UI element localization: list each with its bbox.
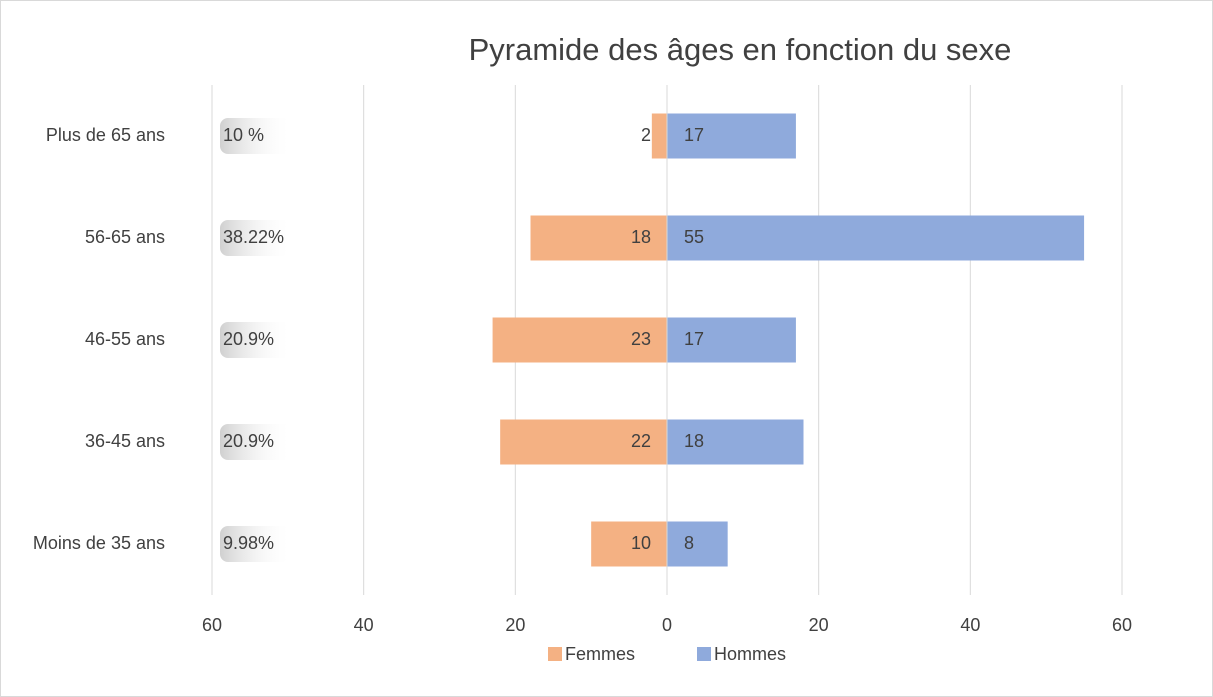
bar xyxy=(500,419,667,465)
annotation-box xyxy=(220,322,292,358)
chart-title: Pyramide des âges en fonction du sexe xyxy=(469,32,1012,67)
bar xyxy=(667,317,796,363)
category-label: Plus de 65 ans xyxy=(46,125,165,145)
bar xyxy=(667,113,796,159)
bar xyxy=(530,215,667,261)
x-tick-label: 20 xyxy=(809,615,829,635)
bar xyxy=(667,419,804,465)
annotation: 10 % xyxy=(223,125,264,145)
annotation: 20.9% xyxy=(223,431,274,451)
bar xyxy=(667,215,1085,261)
category-label: 46-55 ans xyxy=(85,329,165,349)
data-label: 8 xyxy=(684,533,694,553)
annotation: 9.98% xyxy=(223,533,274,553)
category-label: 36-45 ans xyxy=(85,431,165,451)
annotation-box xyxy=(220,424,292,460)
annotation-box xyxy=(220,526,292,562)
legend-swatch xyxy=(697,647,711,661)
annotation-box xyxy=(220,220,292,256)
x-tick-label: 0 xyxy=(662,615,672,635)
data-label: 18 xyxy=(684,431,704,451)
legend-label: Hommes xyxy=(714,644,786,664)
data-label: 2 xyxy=(641,125,651,145)
annotation: 38.22% xyxy=(223,227,284,247)
data-label: 55 xyxy=(684,227,704,247)
annotation: 20.9% xyxy=(223,329,274,349)
legend-label: Femmes xyxy=(565,644,635,664)
x-tick-label: 60 xyxy=(1112,615,1132,635)
data-label: 22 xyxy=(631,431,651,451)
x-tick-label: 20 xyxy=(505,615,525,635)
annotation-box xyxy=(220,118,292,154)
data-label: 18 xyxy=(631,227,651,247)
data-label: 17 xyxy=(684,329,704,349)
bar xyxy=(492,317,667,363)
bar xyxy=(651,113,667,159)
bar xyxy=(667,521,728,567)
category-label: Moins de 35 ans xyxy=(33,533,165,553)
x-tick-label: 40 xyxy=(354,615,374,635)
data-label: 10 xyxy=(631,533,651,553)
bar xyxy=(591,521,667,567)
x-tick-label: 40 xyxy=(960,615,980,635)
data-label: 17 xyxy=(684,125,704,145)
category-label: 56-65 ans xyxy=(85,227,165,247)
data-label: 23 xyxy=(631,329,651,349)
legend-swatch xyxy=(548,647,562,661)
x-tick-label: 60 xyxy=(202,615,222,635)
